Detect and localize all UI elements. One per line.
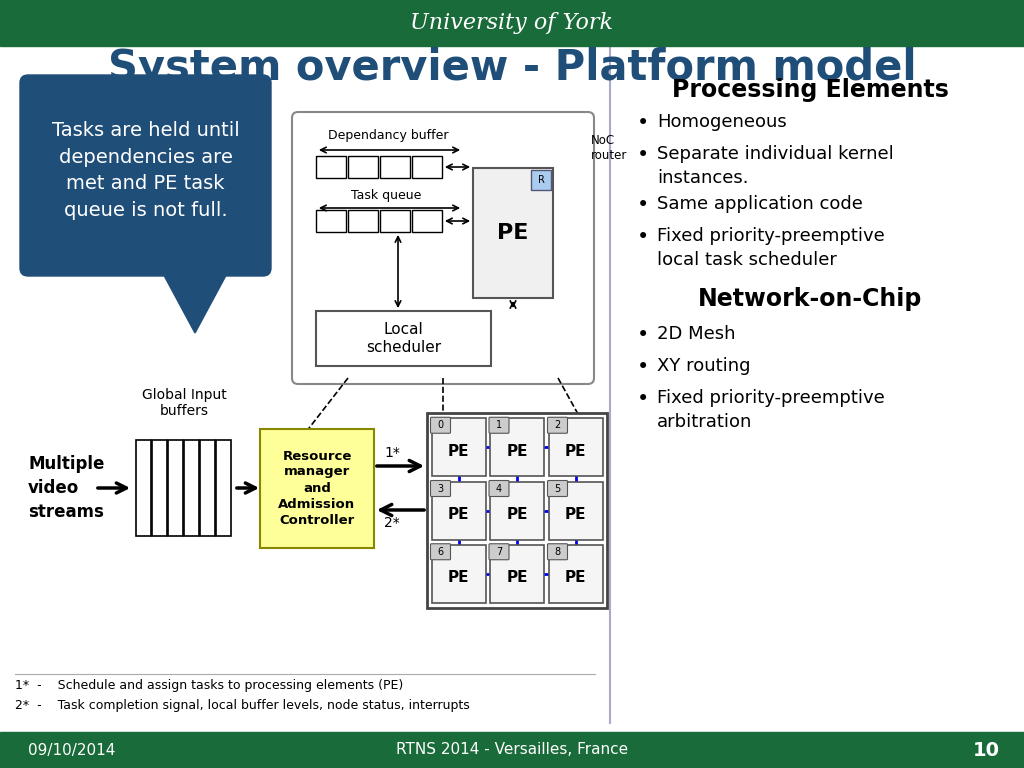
Bar <box>348 210 378 232</box>
Text: XY routing: XY routing <box>657 357 751 375</box>
Text: 09/10/2014: 09/10/2014 <box>28 743 116 757</box>
Text: University of York: University of York <box>411 12 613 34</box>
Bar <box>316 210 346 232</box>
Bar <box>380 210 410 232</box>
Bar <box>412 156 442 178</box>
Bar <box>184 440 199 536</box>
Text: Global Input
buffers: Global Input buffers <box>141 388 226 418</box>
Text: Tasks are held until
dependencies are
met and PE task
queue is not full.: Tasks are held until dependencies are me… <box>51 121 240 220</box>
FancyBboxPatch shape <box>473 168 553 298</box>
Text: Fixed priority-preemptive
local task scheduler: Fixed priority-preemptive local task sch… <box>657 227 885 269</box>
Text: R: R <box>538 175 545 185</box>
Text: 2*  -    Task completion signal, local buffer levels, node status, interrupts: 2* - Task completion signal, local buffe… <box>15 700 470 713</box>
Polygon shape <box>160 268 230 333</box>
Text: RTNS 2014 - Versailles, France: RTNS 2014 - Versailles, France <box>396 743 628 757</box>
Text: Multiple
video
streams: Multiple video streams <box>28 455 104 521</box>
Text: 10: 10 <box>973 740 1000 760</box>
FancyBboxPatch shape <box>489 481 509 496</box>
Text: PE: PE <box>565 444 587 458</box>
FancyBboxPatch shape <box>490 482 544 539</box>
Text: 2: 2 <box>554 420 560 430</box>
Text: Local
scheduler: Local scheduler <box>366 322 441 356</box>
Text: •: • <box>637 357 649 377</box>
Bar <box>348 156 378 178</box>
Text: 0: 0 <box>437 420 443 430</box>
Text: •: • <box>637 389 649 409</box>
Text: PE: PE <box>506 507 527 522</box>
Text: NoC
router: NoC router <box>591 134 628 162</box>
Text: PE: PE <box>565 507 587 522</box>
Bar <box>216 440 231 536</box>
Text: Dependancy buffer: Dependancy buffer <box>328 130 449 143</box>
FancyBboxPatch shape <box>20 75 271 276</box>
Bar <box>152 440 167 536</box>
Bar <box>0 732 1024 768</box>
FancyBboxPatch shape <box>430 417 451 433</box>
Text: PE: PE <box>506 444 527 458</box>
Bar <box>412 210 442 232</box>
Bar <box>168 440 183 536</box>
FancyBboxPatch shape <box>549 545 602 603</box>
FancyBboxPatch shape <box>489 544 509 560</box>
Text: •: • <box>637 195 649 215</box>
FancyBboxPatch shape <box>431 482 485 539</box>
FancyBboxPatch shape <box>549 482 602 539</box>
Text: PE: PE <box>565 571 587 585</box>
FancyBboxPatch shape <box>548 481 567 496</box>
FancyBboxPatch shape <box>431 545 485 603</box>
Text: Resource
manager
and
Admission
Controller: Resource manager and Admission Controlle… <box>279 449 355 527</box>
Text: 2*: 2* <box>384 516 399 530</box>
FancyBboxPatch shape <box>531 170 551 190</box>
Text: Processing Elements: Processing Elements <box>672 78 948 102</box>
FancyBboxPatch shape <box>430 481 451 496</box>
Text: Same application code: Same application code <box>657 195 863 213</box>
Text: 3: 3 <box>437 484 443 494</box>
Text: Separate individual kernel
instances.: Separate individual kernel instances. <box>657 145 894 187</box>
Text: 8: 8 <box>554 547 560 557</box>
FancyBboxPatch shape <box>430 544 451 560</box>
Text: •: • <box>637 227 649 247</box>
Bar <box>200 440 215 536</box>
FancyBboxPatch shape <box>548 544 567 560</box>
Text: Network-on-Chip: Network-on-Chip <box>697 287 923 311</box>
Bar <box>316 156 346 178</box>
FancyBboxPatch shape <box>431 419 485 476</box>
Text: •: • <box>637 145 649 165</box>
Text: PE: PE <box>447 507 469 522</box>
Text: 1: 1 <box>496 420 502 430</box>
Bar <box>380 156 410 178</box>
Text: •: • <box>637 113 649 133</box>
FancyBboxPatch shape <box>260 429 374 548</box>
Text: 4: 4 <box>496 484 502 494</box>
Text: Fixed priority-preemptive
arbitration: Fixed priority-preemptive arbitration <box>657 389 885 431</box>
FancyBboxPatch shape <box>490 419 544 476</box>
FancyBboxPatch shape <box>292 112 594 384</box>
Bar <box>427 413 607 608</box>
Text: PE: PE <box>447 571 469 585</box>
Text: PE: PE <box>506 571 527 585</box>
FancyBboxPatch shape <box>548 417 567 433</box>
Text: 6: 6 <box>437 547 443 557</box>
Text: 1*: 1* <box>384 446 400 460</box>
Text: 7: 7 <box>496 547 502 557</box>
Text: 2D Mesh: 2D Mesh <box>657 325 735 343</box>
FancyBboxPatch shape <box>549 419 602 476</box>
Text: 5: 5 <box>554 484 560 494</box>
Text: •: • <box>637 325 649 345</box>
Text: Homogeneous: Homogeneous <box>657 113 786 131</box>
Text: Task queue: Task queue <box>351 190 421 203</box>
Bar <box>136 440 151 536</box>
Bar <box>0 0 1024 46</box>
Text: System overview - Platform model: System overview - Platform model <box>108 47 916 89</box>
Text: PE: PE <box>498 223 528 243</box>
Text: 1*  -    Schedule and assign tasks to processing elements (PE): 1* - Schedule and assign tasks to proces… <box>15 680 403 693</box>
Text: PE: PE <box>447 444 469 458</box>
FancyBboxPatch shape <box>489 417 509 433</box>
FancyBboxPatch shape <box>316 311 490 366</box>
FancyBboxPatch shape <box>490 545 544 603</box>
